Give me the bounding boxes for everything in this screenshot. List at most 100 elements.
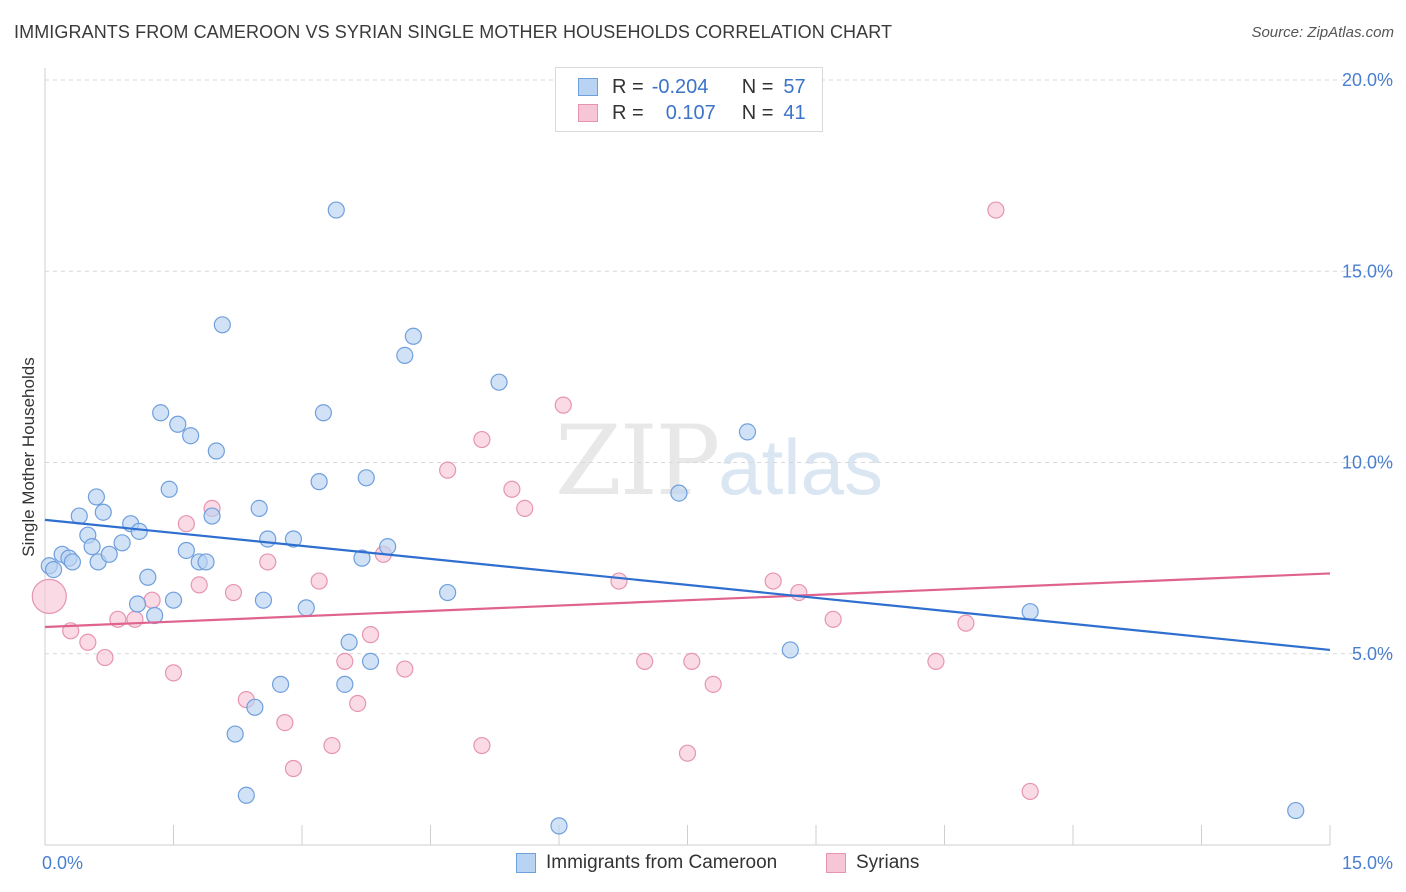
point-syrians xyxy=(1021,782,1039,801)
point-syrians xyxy=(927,652,945,671)
point-cameroon xyxy=(130,522,148,540)
point-syrians xyxy=(126,610,144,628)
point-cameroon xyxy=(169,415,187,433)
source-label: Source: ZipAtlas.com xyxy=(1251,24,1394,41)
point-syrians xyxy=(259,553,277,571)
stats-legend: R = -0.204 N = 57 R = 0.107 N = 41 xyxy=(555,67,823,132)
point-syrians xyxy=(764,572,782,590)
point-cameroon xyxy=(1021,603,1039,621)
point-cameroon xyxy=(284,530,303,548)
point-cameroon xyxy=(197,553,215,571)
point-cameroon xyxy=(177,541,195,560)
point-cameroon xyxy=(83,538,101,556)
point-syrians xyxy=(164,664,183,682)
point-cameroon xyxy=(70,507,88,525)
point-cameroon xyxy=(246,698,264,716)
point-syrians xyxy=(396,660,414,678)
legend-r-label: R = xyxy=(612,75,644,98)
point-syrians xyxy=(323,736,341,755)
point-cameroon xyxy=(379,538,397,556)
point-syrians xyxy=(516,499,534,517)
point-syrians xyxy=(276,713,294,732)
legend-n-label: N = xyxy=(741,75,774,98)
y-tick-label: 10.0% xyxy=(1342,453,1393,473)
point-syrians xyxy=(704,675,722,693)
series-swatch-blue xyxy=(516,853,536,873)
series-legend-syrians: Syrians xyxy=(826,852,919,874)
point-cameroon xyxy=(152,404,170,422)
point-cameroon xyxy=(237,786,255,804)
legend-swatch-pink xyxy=(578,104,598,122)
point-cameroon xyxy=(353,549,371,567)
point-syrians xyxy=(224,583,243,602)
legend-n-label: N = xyxy=(741,101,774,124)
legend-row-cameroon: R = -0.204 N = 57 xyxy=(578,74,806,100)
point-cameroon xyxy=(203,507,221,525)
point-syrians xyxy=(310,572,328,590)
legend-r-value: 0.107 xyxy=(665,101,716,124)
point-cameroon xyxy=(297,599,315,617)
legend-row-syrians: R = 0.107 N = 41 xyxy=(578,100,806,126)
point-cameroon xyxy=(336,675,354,693)
legend-n-value: 41 xyxy=(783,101,806,124)
point-cameroon xyxy=(160,480,178,498)
point-syrians xyxy=(554,396,572,414)
point-cameroon xyxy=(94,503,112,521)
point-syrians xyxy=(79,633,97,651)
chart-title: IMMIGRANTS FROM CAMEROON VS SYRIAN SINGL… xyxy=(14,22,893,42)
point-cameroon xyxy=(128,595,147,613)
point-cameroon xyxy=(310,473,328,491)
point-cameroon xyxy=(100,545,118,563)
x-tick-label: 15.0% xyxy=(1342,853,1393,873)
point-cameroon xyxy=(327,201,345,219)
series-legend-cameroon: Immigrants from Cameroon xyxy=(516,852,777,874)
point-syrians xyxy=(31,578,67,614)
point-syrians xyxy=(957,614,975,632)
point-cameroon xyxy=(670,484,688,502)
point-syrians xyxy=(439,461,457,479)
point-cameroon xyxy=(404,327,422,345)
series-legend-label: Syrians xyxy=(856,852,920,873)
point-syrians xyxy=(96,648,114,667)
point-cameroon xyxy=(490,373,508,391)
point-cameroon xyxy=(781,641,799,659)
series-swatch-pink xyxy=(826,853,846,873)
point-cameroon xyxy=(1287,801,1305,820)
point-cameroon xyxy=(63,553,82,571)
point-syrians xyxy=(336,652,354,671)
point-syrians xyxy=(473,736,491,755)
point-syrians xyxy=(190,576,208,594)
y-axis-label: Single Mother Households xyxy=(19,357,38,556)
point-syrians xyxy=(473,430,491,449)
legend-r-label: R = xyxy=(612,101,644,124)
point-cameroon xyxy=(259,530,277,548)
point-syrians xyxy=(284,759,303,778)
point-syrians xyxy=(790,583,808,602)
trendline-syrians xyxy=(44,572,1331,629)
point-cameroon xyxy=(139,568,157,586)
y-tick-label: 15.0% xyxy=(1342,261,1393,281)
point-syrians xyxy=(503,480,521,498)
point-syrians xyxy=(678,744,697,762)
point-cameroon xyxy=(340,633,358,651)
point-cameroon xyxy=(314,404,333,422)
point-cameroon xyxy=(213,316,231,334)
point-syrians xyxy=(683,652,701,671)
point-cameroon xyxy=(396,346,414,364)
point-cameroon xyxy=(738,423,757,441)
point-cameroon xyxy=(254,591,273,609)
point-cameroon xyxy=(182,427,200,445)
point-cameroon xyxy=(113,534,131,552)
legend-r-value: -0.204 xyxy=(651,75,709,98)
point-syrians xyxy=(636,652,654,671)
point-cameroon xyxy=(250,499,268,517)
series-legend-label: Immigrants from Cameroon xyxy=(546,852,778,873)
y-tick-label: 5.0% xyxy=(1352,644,1393,664)
point-cameroon xyxy=(164,591,183,609)
point-cameroon xyxy=(550,817,568,835)
watermark-zip: ZIP xyxy=(555,405,720,517)
point-syrians xyxy=(177,515,195,533)
point-syrians xyxy=(824,610,842,628)
point-cameroon xyxy=(44,560,63,579)
legend-n-value: 57 xyxy=(783,75,806,98)
